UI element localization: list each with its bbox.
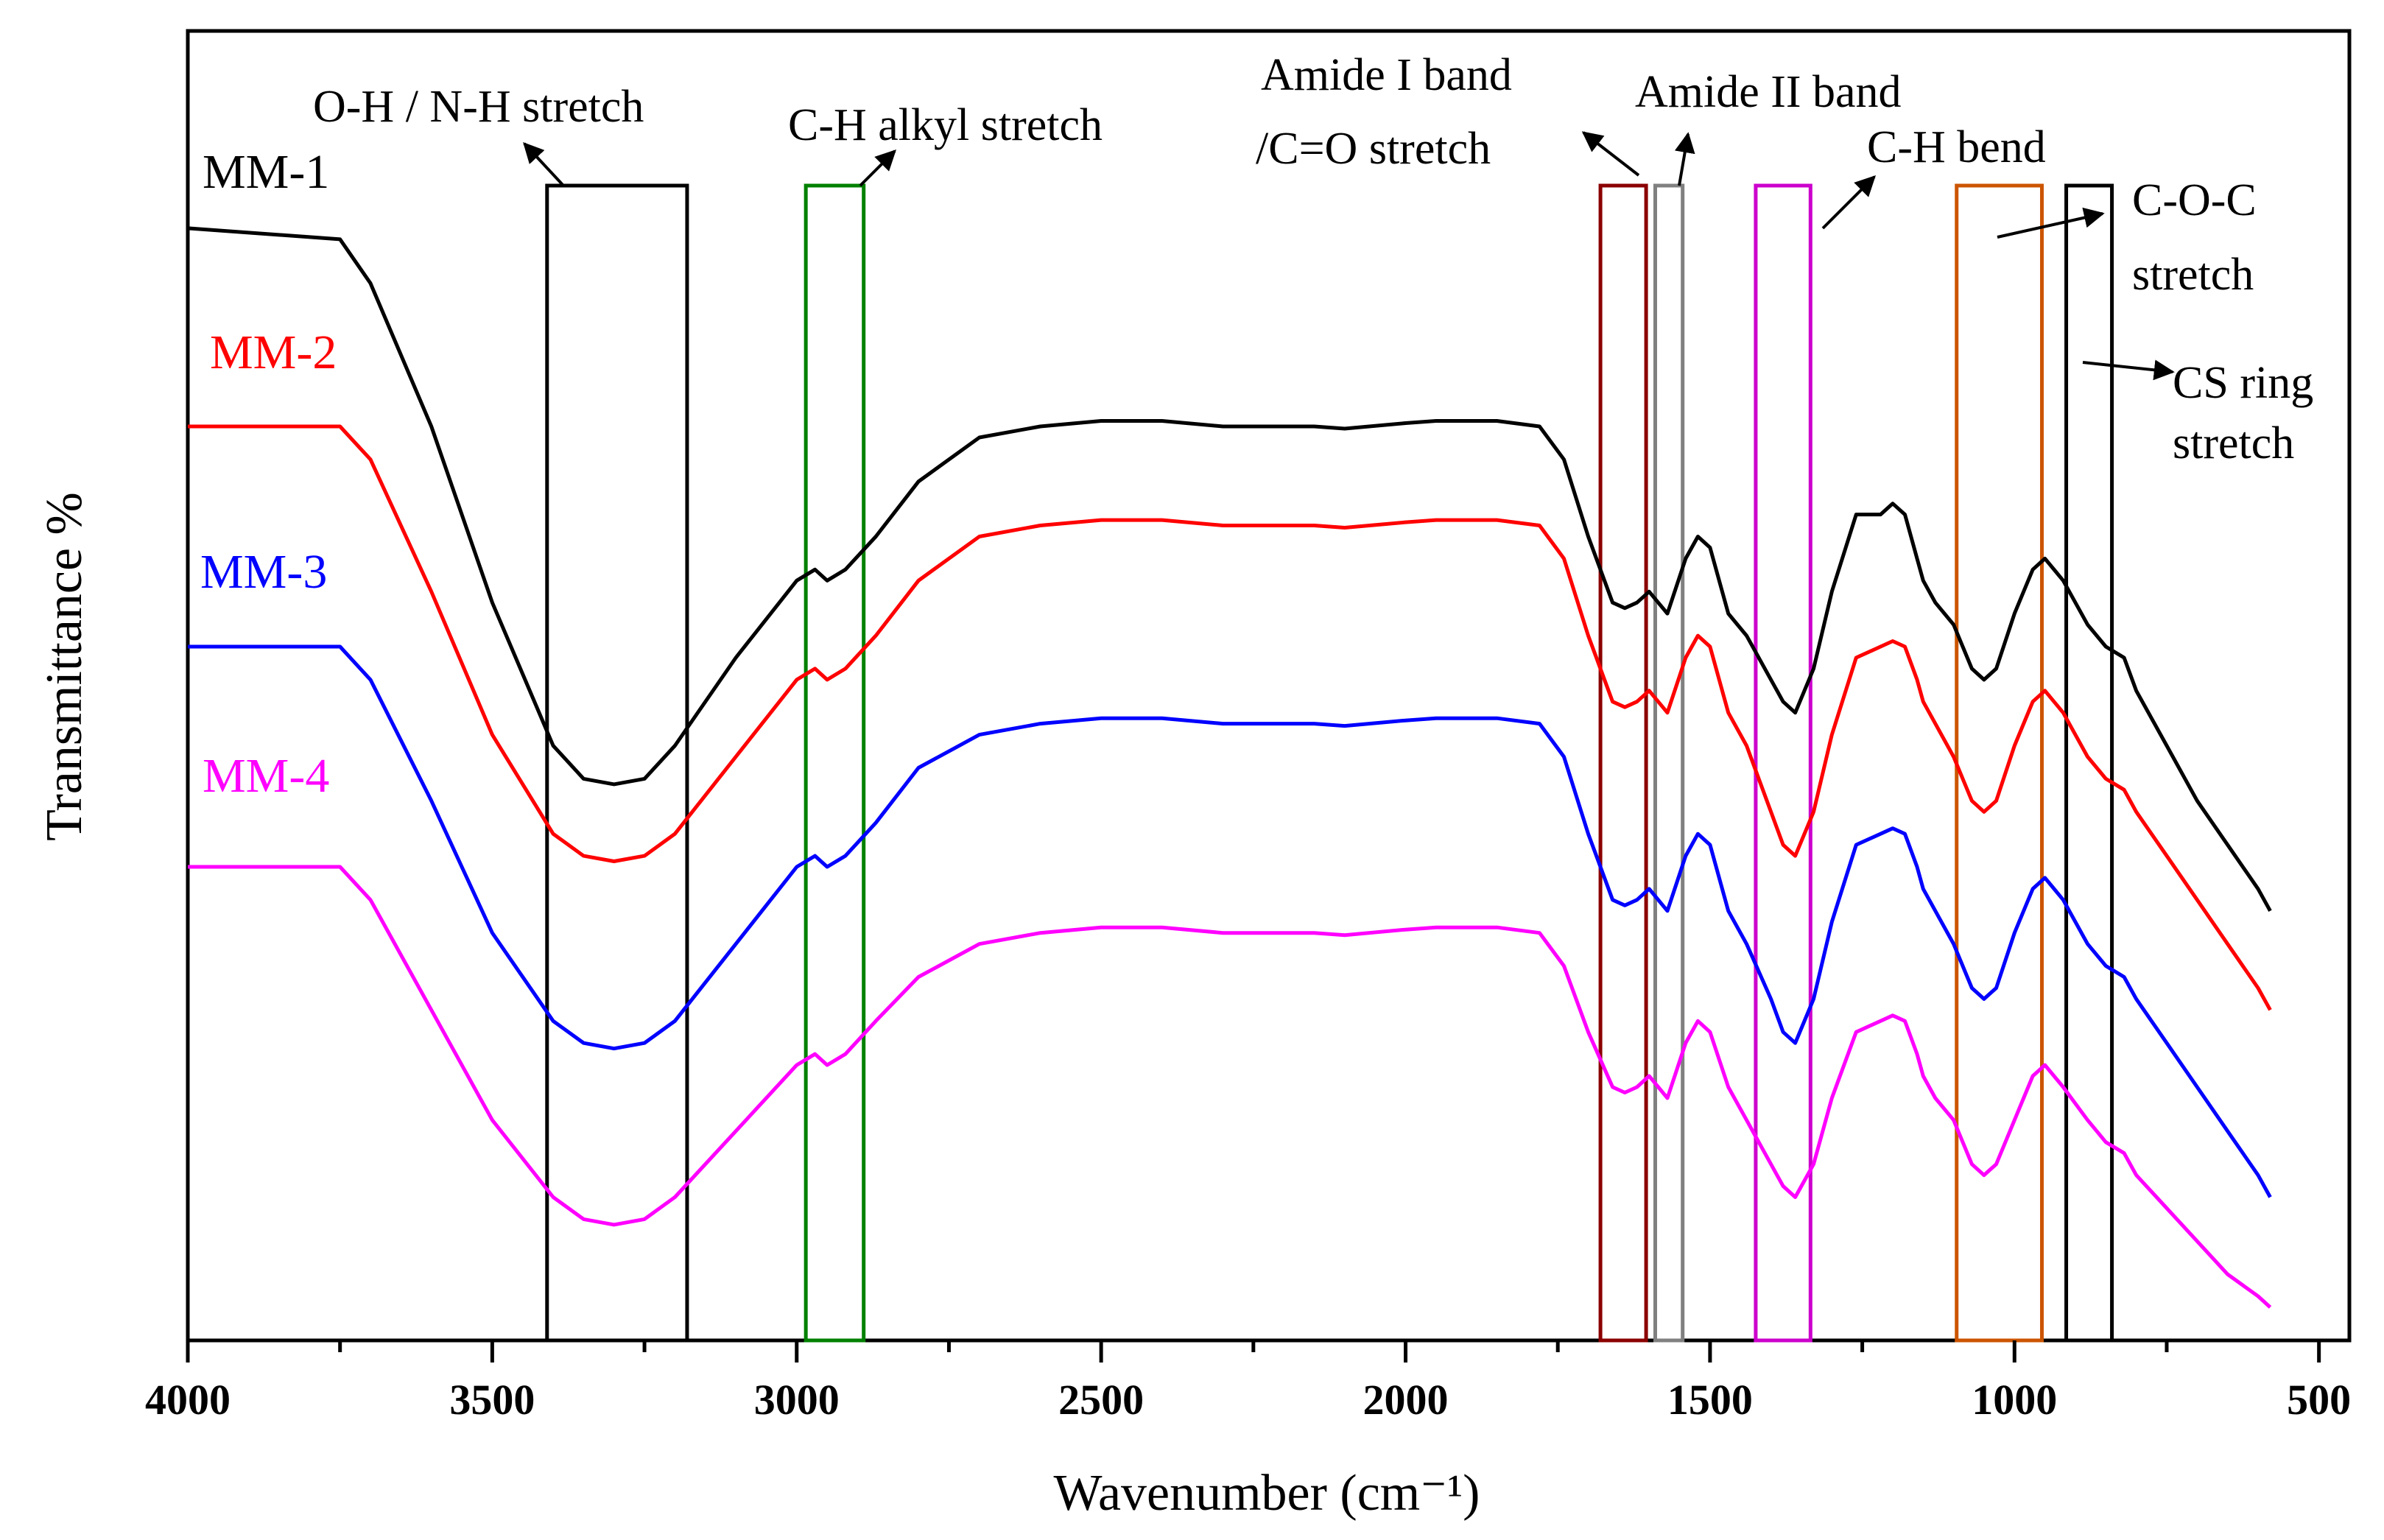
annotation-ch-alkyl: C-H alkyl stretch	[788, 100, 1103, 150]
annotation-oh-nh: O-H / N-H stretch	[313, 82, 644, 132]
series-label-mm1: MM-1	[203, 145, 329, 199]
annotation-coc-line2: stretch	[2132, 250, 2254, 300]
band-box-1	[545, 183, 689, 1343]
x-tick-label: 1500	[1667, 1376, 1753, 1424]
x-tick-label: 4000	[145, 1376, 231, 1424]
arrow-amide2	[1674, 132, 1695, 186]
x-tick-label: 3000	[754, 1376, 840, 1424]
annotation-cs-line1: CS ring	[2173, 358, 2313, 408]
band-box-7	[2064, 183, 2114, 1343]
band-box-5	[1754, 183, 1812, 1343]
series-line-mm-3	[188, 644, 2272, 1198]
arrow-amide1	[1581, 131, 1640, 177]
arrow-cs	[2082, 359, 2175, 381]
annotation-amide2: Amide II band	[1635, 67, 1902, 117]
series-line-mm-2	[188, 424, 2272, 1011]
spectra-curves	[187, 226, 2272, 1309]
arrow-ch-bend	[1821, 175, 1876, 230]
band-box-6	[1955, 183, 2044, 1343]
series-label-mm3: MM-3	[200, 545, 327, 599]
arrow-coc	[1997, 207, 2105, 239]
x-tick-label: 500	[2287, 1376, 2351, 1424]
band-box-4	[1653, 183, 1685, 1343]
arrow-ch-alkyl	[859, 150, 896, 187]
annotation-amide1-line2: /C=O stretch	[1256, 124, 1491, 174]
x-tick-label: 1000	[1972, 1376, 2057, 1424]
band-boxes	[545, 183, 2114, 1343]
arrow-oh-nh	[523, 141, 565, 187]
x-axis-title: Wavenumber (cm⁻¹)	[1053, 1465, 1480, 1522]
annotation-cs-line2: stretch	[2173, 418, 2294, 468]
series-label-mm2: MM-2	[210, 326, 337, 379]
plot-frame	[186, 29, 2352, 1343]
x-axis-ticks: 4000 3500 3000 2500 2000 1500 1000 500	[145, 1340, 2351, 1424]
band-box-3	[1598, 183, 1648, 1343]
series-label-mm4: MM-4	[203, 749, 329, 803]
y-axis-title: Transmittance %	[36, 492, 93, 841]
series-line-mm-1	[187, 226, 2272, 913]
x-tick-label: 2000	[1363, 1376, 1449, 1424]
annotation-ch-bend: C-H bend	[1867, 122, 2046, 172]
annotation-coc-line1: C-O-C	[2132, 175, 2257, 225]
x-tick-label: 3500	[449, 1376, 535, 1424]
annotation-amide1-line1: Amide I band	[1261, 50, 1512, 100]
x-tick-label: 2500	[1058, 1376, 1144, 1424]
series-line-mm-4	[188, 865, 2272, 1309]
band-box-2	[804, 183, 866, 1343]
